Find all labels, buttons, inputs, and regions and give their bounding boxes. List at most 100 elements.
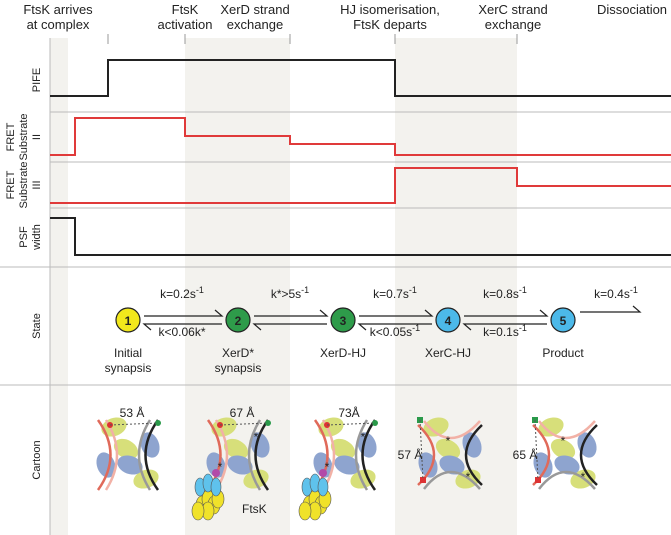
distance-label: 67 Å [230, 405, 255, 420]
ftsk-domain [319, 469, 327, 477]
state-name: Product [542, 346, 584, 360]
stage-label: XerC strand [478, 2, 547, 17]
protein [133, 469, 159, 489]
rate-text: k<0.05s [370, 325, 412, 339]
ftsk-subunit [191, 501, 205, 521]
protein [223, 438, 249, 460]
dna [538, 470, 596, 490]
dye [372, 420, 378, 426]
cartoon: 73Å** [298, 405, 378, 521]
protein [117, 455, 143, 475]
protein [330, 438, 356, 460]
rate: k<0.06k* [158, 325, 205, 339]
arrow [580, 305, 642, 313]
state-circle [330, 307, 356, 333]
rate-exponent: -1 [519, 323, 527, 333]
protein [227, 455, 253, 475]
state-number: 1 [125, 314, 132, 328]
band [50, 38, 68, 535]
stage-label: at complex [27, 17, 90, 32]
row-label: FRET [5, 170, 17, 199]
fret-ii-trace [50, 117, 671, 156]
asterisk: * [325, 460, 330, 474]
stage-label: Dissociation [597, 2, 667, 17]
stage-label: HJ isomerisation, [340, 2, 440, 17]
rate-text: k=0.4s [594, 287, 630, 301]
distance-label: 65 Å [513, 447, 538, 462]
row-label: State [31, 313, 43, 339]
rate: k*>5s-1 [271, 285, 309, 301]
ftsk-domain [212, 469, 220, 477]
row-label: PIFE [31, 68, 43, 92]
state-number: 3 [340, 314, 347, 328]
dna [538, 420, 596, 440]
row-label: Substrate [18, 113, 30, 160]
asterisk: * [361, 430, 366, 444]
dye [535, 477, 541, 483]
dna [423, 470, 481, 490]
arrow [464, 309, 549, 317]
cartoon: 57 Å * * [398, 417, 483, 490]
rate-exponent: -1 [519, 285, 527, 295]
cartoon: 53 Å [96, 405, 161, 491]
rate: k=0.2s-1 [160, 285, 204, 301]
protein [435, 438, 461, 460]
ftsk-subunit [210, 477, 222, 497]
rate-text: k*>5s [271, 287, 301, 301]
stage-label: FtsK arrives [23, 2, 93, 17]
row-label: II [31, 134, 43, 140]
rate-text: k=0.2s [160, 287, 196, 301]
traces [50, 59, 671, 256]
rate: k=0.8s-1 [483, 285, 527, 301]
ftsk-subunit [317, 477, 329, 497]
arrow [359, 309, 434, 317]
state-name: XerD* [222, 346, 254, 360]
state-number: 2 [235, 314, 242, 328]
distance-line [109, 422, 159, 426]
row-label: Cartoon [31, 440, 43, 479]
state-name: XerD-HJ [320, 346, 366, 360]
dna [423, 420, 481, 440]
cartoon: 67 Å * * FtsK [191, 405, 271, 521]
dna [144, 419, 160, 491]
dna [247, 419, 262, 491]
state-name: synapsis [215, 361, 262, 375]
stage-label: XerD strand [220, 2, 289, 17]
separators [0, 38, 671, 535]
row-label: width [31, 224, 43, 251]
asterisk: * [466, 470, 471, 484]
rate-text: k=0.1s [483, 325, 519, 339]
distance-line [326, 422, 376, 426]
protein [423, 417, 449, 437]
rate: k=0.7s-1 [373, 285, 417, 301]
distance-label: 57 Å [398, 447, 423, 462]
protein [538, 417, 564, 437]
ftsk-motor [298, 469, 332, 521]
stage-label: activation [158, 17, 213, 32]
arrow [357, 323, 432, 331]
row-label: FRET [5, 122, 17, 151]
dna [254, 419, 270, 491]
pife-trace [50, 59, 671, 97]
ftsk-label: FtsK [242, 502, 267, 516]
ftsk-subunit [298, 501, 312, 521]
stage-ticks [107, 34, 518, 44]
arrow [462, 323, 547, 331]
arrow [254, 309, 329, 317]
psf-trace [50, 217, 671, 256]
state-circle [435, 307, 461, 333]
state-name: Initial [114, 346, 142, 360]
state-circle [115, 307, 141, 333]
state-number: 4 [445, 314, 452, 328]
stage-label: FtsK [172, 2, 199, 17]
protein [243, 469, 269, 489]
state-circle [550, 307, 576, 333]
rate-exponent: -1 [409, 285, 417, 295]
protein [439, 455, 465, 475]
rate: k=0.4s-1 [594, 285, 638, 301]
distance-label: 53 Å [120, 405, 145, 420]
row-label: PSF [18, 226, 30, 248]
dna [354, 419, 369, 491]
row-label: Substrate [18, 161, 30, 208]
